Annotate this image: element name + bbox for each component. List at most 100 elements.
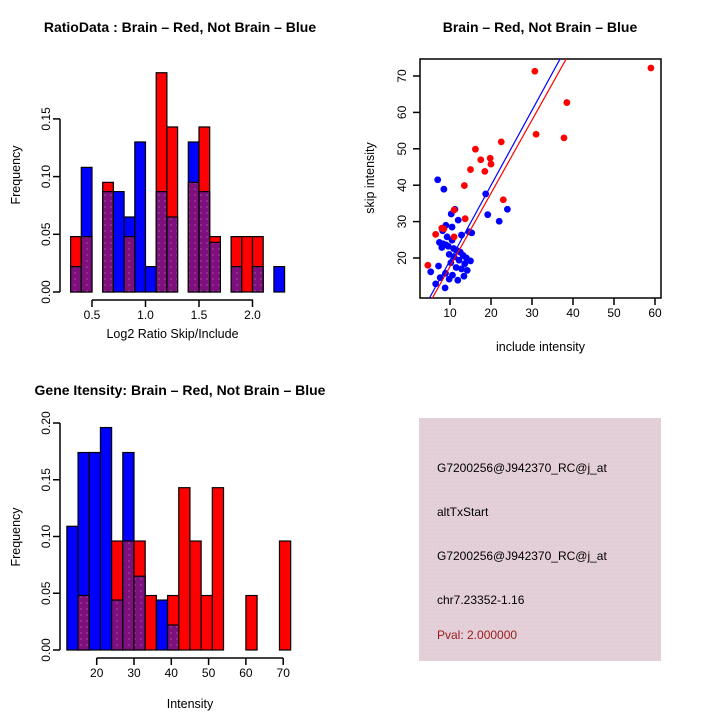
y-tick-label: 60	[395, 105, 409, 119]
gene-x-axis-label: Intensity	[166, 697, 214, 711]
histogram-bar	[144, 266, 157, 293]
scatter-point-blue	[454, 276, 462, 284]
y-tick-label: 0.05	[39, 581, 53, 605]
y-tick-label: 0.15	[39, 468, 53, 492]
gene-y-axis-label: Frequency	[9, 507, 23, 567]
histogram-bar-overlap	[123, 236, 136, 293]
ratio-y-axis-label: Frequency	[9, 145, 23, 205]
ratio-histogram-panel: 0.00 0.05 0.10 0.15 0.5 1.0 1.5 2.0 RatioData :…	[0, 0, 360, 360]
scatter-point-red	[460, 182, 468, 189]
histogram-bar-overlap	[251, 266, 264, 293]
scatter-point-blue	[460, 272, 468, 280]
scatter-point-red	[499, 196, 507, 204]
scatter-title: Brain – Red, Not Brain – Blue	[442, 19, 638, 35]
scatter-point-red	[424, 261, 432, 269]
histogram-bar	[99, 426, 113, 651]
histogram-bar	[112, 191, 125, 293]
histogram-bar-overlap	[102, 191, 114, 293]
y-tick-label: 0.10	[39, 524, 53, 548]
scatter-point-blue	[455, 256, 463, 264]
scatter-point-blue	[427, 268, 435, 276]
scatter-point-blue	[463, 266, 471, 274]
x-tick-label: 50	[607, 306, 621, 320]
y-tick-label: 50	[395, 142, 409, 156]
pval-text: Pval: 2.000000	[437, 628, 518, 642]
histogram-bar	[211, 487, 225, 651]
histogram-bar	[278, 540, 292, 651]
scatter-point-blue	[448, 223, 456, 231]
histogram-bar-overlap	[187, 181, 200, 293]
scatter-point-blue	[443, 233, 451, 241]
x-tick-label: 1.0	[137, 308, 154, 322]
probe-id-text-2: G7200256@J942370_RC@j_at	[437, 549, 607, 563]
scatter-point-red	[487, 160, 495, 168]
y-tick-label: 30	[395, 215, 409, 229]
histogram-bar-overlap	[77, 594, 90, 651]
scatter-point-blue	[440, 185, 448, 193]
y-tick-label: 0.00	[39, 638, 53, 662]
gene-info-box: G7200256@J942370_RC@j_at altTxStart G720…	[419, 418, 661, 661]
histogram-bar	[241, 236, 254, 293]
histogram-bar-overlap	[69, 266, 82, 293]
scatter-plot: 10 20 30 40 50 60 20 30 40 50 60 70	[395, 58, 662, 320]
scatter-point-blue	[504, 205, 511, 213]
histogram-bar-overlap	[230, 266, 243, 293]
histogram-bar	[189, 540, 202, 651]
x-tick-label: 20	[90, 666, 104, 680]
scatter-point-red	[467, 166, 474, 173]
scatter-point-blue	[432, 280, 440, 288]
histogram-bar	[66, 525, 79, 651]
y-tick-label: 0.05	[39, 222, 53, 246]
x-tick-label: 30	[127, 666, 141, 680]
histogram-bar	[273, 266, 286, 293]
scatter-point-blue	[434, 176, 442, 184]
histogram-bar-overlap	[133, 575, 146, 651]
x-tick-label: 10	[443, 306, 457, 320]
histogram-bar	[200, 594, 213, 651]
scatter-point-blue	[495, 217, 503, 225]
scatter-point-red	[497, 138, 505, 146]
scatter-point-red	[647, 64, 655, 72]
scatter-point-red	[440, 225, 448, 233]
x-tick-label: 20	[484, 306, 498, 320]
scatter-point-red	[450, 233, 458, 241]
locus-text: chr7.23352-1.16	[437, 593, 525, 607]
x-tick-label: 30	[525, 306, 539, 320]
scatter-point-red	[531, 67, 539, 75]
ratio-histogram-title: RatioData : Brain – Red, Not Brain – Blu…	[43, 19, 317, 35]
scatter-point-red	[472, 145, 479, 153]
event-type-text: altTxStart	[437, 505, 489, 519]
scatter-point-blue	[452, 264, 460, 271]
scatter-point-blue	[484, 211, 492, 219]
histogram-bar	[88, 451, 102, 651]
scatter-point-red	[450, 206, 458, 214]
scatter-point-blue	[458, 265, 465, 273]
info-panel: G7200256@J942370_RC@j_at altTxStart G720…	[360, 360, 720, 720]
y-tick-label: 70	[395, 69, 409, 83]
histogram-bar	[178, 487, 191, 651]
x-tick-label: 40	[566, 306, 580, 320]
histogram-bar-overlap	[111, 599, 124, 651]
x-tick-label: 50	[202, 666, 216, 680]
scatter-point-blue	[441, 284, 449, 292]
scatter-point-red	[532, 130, 540, 138]
gene-histogram-title: Gene Itensity: Brain – Red, Not Brain – …	[34, 382, 326, 398]
x-tick-label: 70	[277, 666, 291, 680]
y-tick-label: 0.20	[39, 411, 53, 435]
histogram-bar	[155, 599, 169, 651]
scatter-point-red	[481, 167, 489, 175]
scatter-point-red	[486, 154, 494, 162]
ratio-x-axis-label: Log2 Ratio Skip/Include	[106, 327, 239, 341]
scatter-point-blue	[454, 216, 462, 224]
scatter-point-blue	[438, 244, 446, 251]
histogram-bar-overlap	[166, 216, 179, 293]
x-tick-label: 60	[239, 666, 253, 680]
y-tick-label: 0.10	[39, 165, 53, 189]
y-tick-label: 0.15	[39, 107, 53, 131]
scatter-point-red	[477, 156, 485, 164]
scatter-panel: 10 20 30 40 50 60 20 30 40 50 60 70 Brain – Red, No…	[360, 0, 720, 360]
y-tick-label: 40	[395, 178, 409, 192]
scatter-point-blue	[444, 242, 452, 250]
gene-histogram-plot: 0.00 0.05 0.10 0.15 0.20 20 30 40 50 60 70	[39, 411, 292, 680]
